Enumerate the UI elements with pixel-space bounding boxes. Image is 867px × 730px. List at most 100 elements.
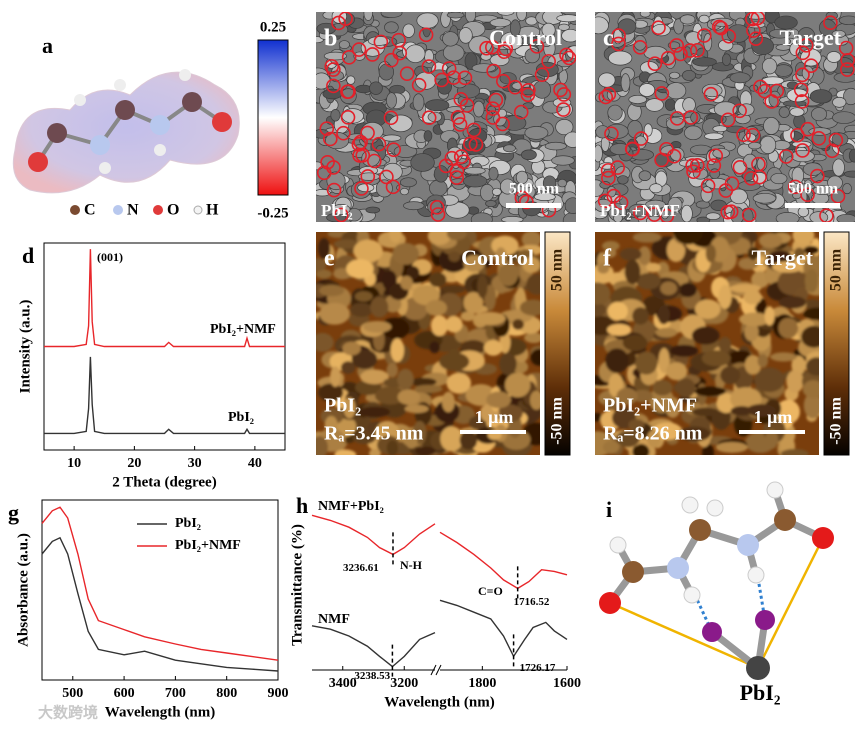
grain: [603, 440, 620, 454]
grain: [425, 299, 448, 316]
grain: [316, 258, 327, 272]
grain: [595, 125, 610, 139]
grain: [380, 12, 403, 18]
grain: [369, 448, 381, 455]
legend-entry: O: [167, 202, 179, 219]
grain: [695, 200, 711, 209]
pinhole-marker: [720, 112, 736, 128]
pinhole-marker: [610, 160, 625, 175]
pinhole-marker: [753, 79, 768, 95]
grain: [399, 177, 417, 188]
grain: [604, 400, 618, 411]
annotation: N-H: [400, 558, 423, 572]
pinhole-marker: [811, 131, 827, 146]
grain: [595, 269, 615, 284]
pinhole-marker: [556, 102, 571, 117]
grain: [484, 284, 497, 311]
pinhole-marker: [757, 83, 773, 99]
pinhole-marker: [360, 125, 375, 141]
grain: [343, 397, 356, 419]
grain: [316, 332, 334, 352]
legend-entry: H: [206, 202, 219, 219]
grain: [442, 43, 465, 62]
grain: [333, 239, 359, 249]
grain: [804, 269, 819, 293]
pinhole-marker: [354, 181, 369, 196]
grain: [843, 170, 855, 178]
pinhole-marker: [604, 126, 619, 142]
grain: [726, 24, 750, 43]
grain: [665, 82, 687, 100]
grain: [405, 44, 426, 63]
grain: [848, 148, 855, 163]
grain: [463, 255, 485, 272]
grain: [701, 350, 731, 367]
grain: [678, 426, 711, 442]
series-line: [439, 531, 568, 590]
grain: [399, 187, 409, 196]
grain: [392, 242, 420, 265]
x-tick-label: 40: [248, 456, 262, 471]
grain: [763, 117, 780, 135]
grain: [563, 131, 576, 148]
pinhole-marker: [752, 169, 767, 185]
grain: [386, 362, 398, 378]
pinhole-marker: [659, 141, 674, 157]
pinhole-marker: [651, 20, 666, 36]
grain: [664, 98, 676, 111]
pinhole-marker: [452, 117, 468, 132]
scale-bar: [460, 430, 526, 434]
pinhole-marker: [529, 39, 545, 54]
x-tick-label: 700: [165, 686, 186, 701]
grain: [496, 404, 523, 423]
grain: [353, 239, 383, 263]
pinhole-marker: [479, 40, 494, 56]
grain: [643, 123, 653, 137]
pinhole-marker: [338, 12, 353, 26]
grain: [446, 232, 467, 241]
grain: [797, 206, 810, 218]
grain: [397, 389, 421, 405]
panel-title: Target: [751, 245, 813, 270]
pinhole-marker: [713, 20, 729, 36]
grain: [357, 183, 375, 193]
legend-atoms: [70, 205, 203, 215]
pinhole-marker: [647, 56, 663, 71]
grain: [780, 448, 809, 455]
panel-label: e: [324, 246, 335, 272]
pinhole-marker: [697, 28, 712, 43]
grain: [433, 165, 449, 183]
grain: [765, 429, 779, 450]
pinhole-marker: [399, 66, 415, 82]
grain: [515, 170, 529, 185]
sem-image: [595, 12, 855, 222]
colorbar-min: -0.25: [257, 205, 288, 221]
grain: [842, 183, 852, 195]
grain: [428, 272, 447, 288]
x-tick-label: 20: [127, 456, 141, 471]
pinhole-marker: [748, 31, 764, 46]
pinhole-marker: [741, 207, 757, 222]
scale-bar: [785, 203, 840, 208]
pinhole-marker: [659, 208, 675, 222]
grain: [416, 12, 439, 29]
grain: [363, 12, 373, 21]
grain: [670, 344, 699, 357]
grain: [655, 327, 678, 338]
peak-label: 1726.17: [520, 662, 556, 674]
molecule-complex: [599, 481, 834, 680]
peak-label: 3238.53: [354, 670, 390, 682]
grain: [544, 141, 567, 151]
pinhole-marker: [601, 86, 617, 102]
pinhole-marker: [341, 49, 357, 65]
pinhole-marker: [379, 169, 394, 185]
grain: [831, 29, 846, 39]
grain: [775, 211, 800, 222]
grain: [501, 216, 524, 222]
pinhole-marker: [787, 179, 803, 195]
grain: [730, 387, 762, 411]
grain: [334, 449, 357, 455]
grain: [526, 273, 540, 295]
pinhole-marker: [561, 50, 576, 66]
grain: [406, 266, 420, 280]
